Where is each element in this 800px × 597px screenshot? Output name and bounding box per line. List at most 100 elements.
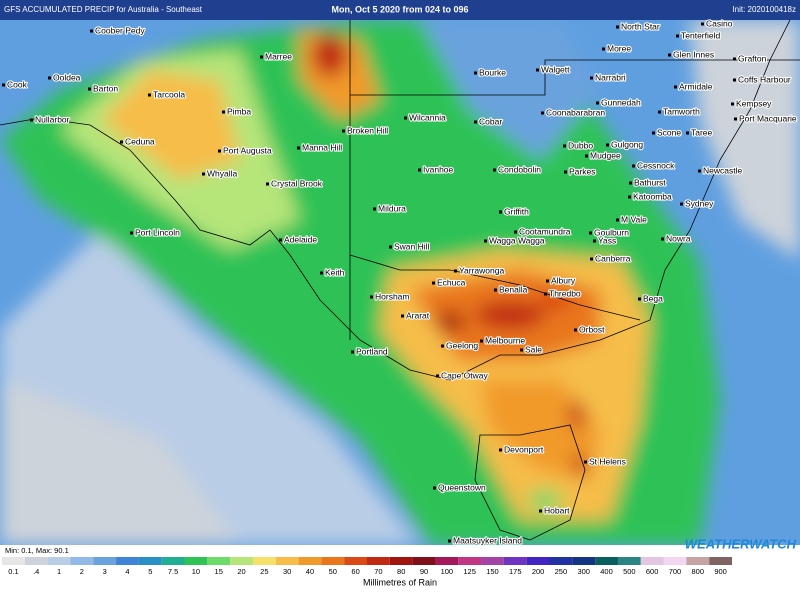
place-label: Cape Otway [441, 370, 489, 380]
place-marker [701, 22, 704, 26]
place-label: Geelong [446, 340, 478, 350]
legend-swatch [321, 557, 345, 565]
place-label: Queenstown [438, 482, 486, 492]
legend-label: 5 [148, 567, 152, 576]
legend: 0.1 .4 1 2 3 4 5 7.5 10 15 20 25 30 40 50 60 70 80 90 100 12… [2, 557, 732, 576]
place-label: Kempsey [736, 98, 772, 108]
place-marker [88, 87, 91, 91]
place-label: Gunnedah [601, 97, 641, 107]
place-label: Hobart [544, 505, 570, 515]
place-label: Crystal Brook [271, 178, 323, 188]
place-label: Maatsuyker Island [453, 535, 522, 545]
place-marker [632, 164, 635, 168]
place-marker [661, 237, 664, 241]
legend-label: 10 [192, 567, 200, 576]
place-marker [202, 172, 205, 176]
legend-label: 50 [329, 567, 337, 576]
place-marker [564, 170, 567, 174]
place-label: Newcastle [703, 165, 742, 175]
product-title: GFS ACCUMULATED PRECIP for Australia - S… [4, 5, 203, 14]
place-label: Swan Hill [394, 241, 430, 251]
place-marker [266, 182, 269, 186]
legend-label: 40 [306, 567, 314, 576]
legend-label: 80 [397, 567, 405, 576]
place-marker [616, 25, 619, 29]
place-marker [668, 53, 671, 57]
place-marker [584, 460, 587, 464]
place-label: Sydney [685, 198, 714, 208]
place-label: Armidale [679, 81, 713, 91]
place-label: Dubbo [568, 140, 593, 150]
legend-label: 90 [420, 567, 428, 576]
logo: WEATHERWATCH [685, 536, 797, 551]
place-marker [602, 47, 605, 51]
place-marker [279, 238, 282, 242]
place-marker [574, 328, 577, 332]
place-marker [733, 78, 736, 82]
place-marker [590, 76, 593, 80]
place-marker [596, 101, 599, 105]
place-label: Ceduna [125, 136, 155, 146]
legend-swatch [184, 557, 208, 565]
place-marker [474, 120, 477, 124]
place-marker [222, 110, 225, 114]
legend-label: 600 [646, 567, 659, 576]
place-label: Gulgong [611, 139, 643, 149]
place-marker [373, 207, 376, 211]
legend-swatch [686, 557, 710, 565]
legend-label: 3 [103, 567, 107, 576]
legend-swatch [344, 557, 367, 565]
legend-label: 150 [486, 567, 499, 576]
place-label: Port Lincoln [135, 227, 180, 237]
legend-label: 20 [237, 567, 245, 576]
place-label: Cessnock [637, 160, 675, 170]
legend-swatch [275, 557, 299, 565]
place-marker [629, 181, 632, 185]
place-marker [441, 344, 444, 348]
place-label: Echuca [437, 277, 466, 287]
place-marker [536, 68, 539, 72]
legend-swatch [617, 557, 641, 565]
place-marker [260, 55, 263, 59]
place-label: Bega [643, 293, 663, 303]
legend-label: 250 [555, 567, 568, 576]
place-marker [120, 140, 123, 144]
legend-swatch [572, 557, 596, 565]
place-marker [436, 374, 439, 378]
place-marker [733, 57, 736, 61]
place-marker [130, 231, 133, 235]
place-marker [454, 269, 457, 273]
place-marker [320, 271, 323, 275]
place-marker [589, 231, 592, 235]
place-marker [676, 34, 679, 38]
legend-swatch [481, 557, 504, 565]
legend-swatch [230, 557, 253, 565]
place-marker [2, 83, 5, 87]
legend-label: 4 [125, 567, 129, 576]
place-label: Nullarbor [35, 114, 70, 124]
legend-swatch [367, 557, 390, 565]
header-bar [0, 0, 800, 20]
legend-label: 800 [692, 567, 705, 576]
place-marker [539, 509, 542, 513]
place-marker [546, 279, 549, 283]
legend-label: 100 [441, 567, 454, 576]
place-marker [616, 218, 619, 222]
place-label: Benalla [499, 284, 528, 294]
legend-swatch [298, 557, 322, 565]
place-label: Devonport [504, 444, 544, 454]
place-label: St Helens [589, 456, 626, 466]
place-label: Keith [325, 267, 345, 277]
legend-swatch [389, 557, 413, 565]
place-label: Taree [691, 127, 713, 137]
borders [0, 20, 800, 541]
place-label: Coober Pedy [95, 25, 145, 35]
place-label: Thredbo [549, 288, 581, 298]
place-label: North Star [621, 21, 660, 31]
place-label: Coffs Harbour [738, 74, 791, 84]
place-marker [30, 118, 33, 122]
place-label: Pimba [227, 106, 251, 116]
legend-swatch [161, 557, 185, 565]
place-marker [628, 195, 631, 199]
place-marker [342, 129, 345, 133]
